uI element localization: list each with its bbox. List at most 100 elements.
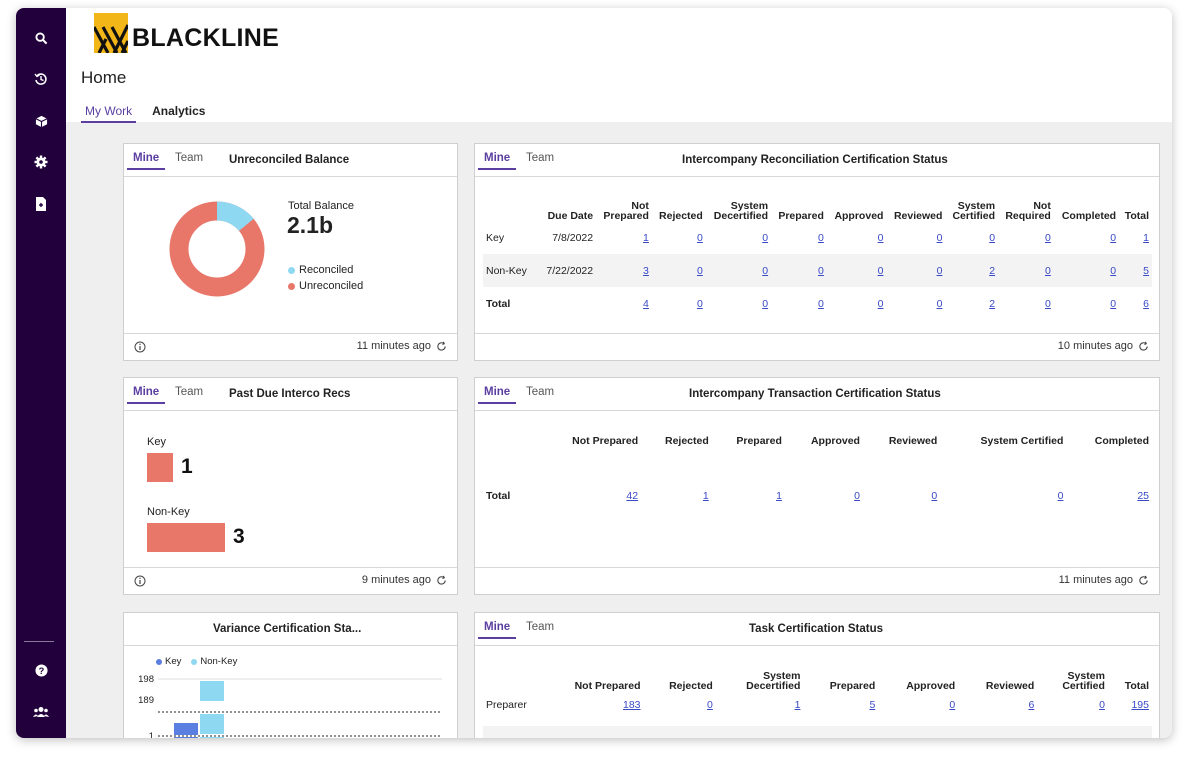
search-icon[interactable] xyxy=(31,28,51,48)
count-link[interactable]: 0 xyxy=(877,297,884,310)
count-link[interactable]: 0 xyxy=(696,231,703,244)
team-tab[interactable]: Team xyxy=(526,152,555,164)
past-due-card: Mine Team Past Due Interco Recs Key 1 No… xyxy=(123,377,458,595)
count-link[interactable]: 0 xyxy=(1044,264,1051,277)
table-cell: 1 xyxy=(712,446,785,546)
count-link[interactable]: 1 xyxy=(776,490,782,502)
column-header: Not Required xyxy=(1005,200,1051,222)
count-link[interactable]: 1 xyxy=(702,490,709,502)
table-cell: 0 xyxy=(652,287,706,320)
count-link[interactable]: 6 xyxy=(1028,699,1035,711)
count-link[interactable]: 0 xyxy=(949,699,956,711)
count-link[interactable]: 0 xyxy=(877,264,884,277)
donut-reconciled-slice[interactable] xyxy=(169,201,265,297)
count-link[interactable]: 0 xyxy=(1044,297,1051,310)
column-header: Total xyxy=(1124,210,1149,222)
bar-key[interactable] xyxy=(174,737,198,738)
count-link[interactable]: 25 xyxy=(1137,490,1149,502)
team-tab[interactable]: Team xyxy=(175,152,204,164)
bar-non-key[interactable] xyxy=(200,681,224,701)
count-link[interactable]: 0 xyxy=(936,231,943,244)
refresh-icon[interactable] xyxy=(1138,341,1149,352)
variance-chart: 198 189 1 xyxy=(138,674,442,738)
count-link[interactable]: 0 xyxy=(818,264,824,277)
bar-key[interactable] xyxy=(147,453,173,482)
gear-icon[interactable] xyxy=(31,152,51,172)
count-link[interactable]: 0 xyxy=(936,264,943,277)
history-icon[interactable] xyxy=(31,69,51,89)
cube-icon[interactable] xyxy=(31,111,51,131)
document-icon[interactable] xyxy=(31,194,51,214)
card-header: Mine Team Past Due Interco Recs xyxy=(124,378,457,411)
mine-tab[interactable]: Mine xyxy=(127,152,166,170)
count-link[interactable]: 0 xyxy=(762,297,769,310)
count-link[interactable]: 0 xyxy=(762,264,769,277)
count-link[interactable]: 0 xyxy=(931,490,938,502)
team-tab[interactable]: Team xyxy=(526,621,555,633)
count-link[interactable]: 0 xyxy=(1099,699,1105,711)
column-header: Approved xyxy=(906,680,956,692)
bar-non-key[interactable] xyxy=(200,714,224,734)
count-link[interactable]: 3 xyxy=(643,264,649,277)
count-link[interactable]: 0 xyxy=(936,297,943,310)
tab-analytics[interactable]: Analytics xyxy=(152,104,206,118)
count-link[interactable]: 4 xyxy=(643,297,649,310)
count-link[interactable]: 42 xyxy=(626,490,639,502)
info-icon[interactable] xyxy=(134,341,146,353)
help-icon[interactable]: ? xyxy=(31,660,51,680)
legend-label: Unreconciled xyxy=(299,280,364,292)
team-tab[interactable]: Team xyxy=(526,386,555,398)
count-link[interactable]: 0 xyxy=(1110,231,1117,244)
count-link[interactable]: 5 xyxy=(1143,264,1149,277)
column-header: System Decertified xyxy=(713,200,769,222)
team-tab[interactable]: Team xyxy=(175,386,204,398)
blackline-logo-mark xyxy=(94,12,128,53)
count-link[interactable]: 0 xyxy=(818,231,824,244)
refresh-icon[interactable] xyxy=(1138,575,1149,586)
count-link[interactable]: 0 xyxy=(854,490,860,502)
mine-tab[interactable]: Mine xyxy=(478,621,517,639)
count-link[interactable]: 0 xyxy=(696,264,703,277)
count-link[interactable]: 0 xyxy=(762,231,769,244)
table-cell: 25 xyxy=(1066,446,1152,546)
count-link[interactable]: 0 xyxy=(818,297,824,310)
mine-tab[interactable]: Mine xyxy=(478,152,517,170)
column-header: Not Prepared xyxy=(574,680,641,692)
count-link[interactable]: 0 xyxy=(1110,297,1117,310)
info-icon[interactable] xyxy=(134,575,146,587)
count-link[interactable]: 0 xyxy=(1044,231,1051,244)
count-link[interactable]: 0 xyxy=(696,297,703,310)
logo-text: BLACKLINE xyxy=(132,24,280,52)
count-link[interactable]: 2 xyxy=(989,297,996,310)
column-header: System Certified xyxy=(952,200,996,222)
refresh-icon[interactable] xyxy=(436,341,447,352)
tab-my-work[interactable]: My Work xyxy=(81,104,137,123)
count-link[interactable]: 0 xyxy=(877,231,884,244)
count-link[interactable]: 2 xyxy=(989,264,996,277)
count-link[interactable]: 0 xyxy=(1057,490,1064,502)
table-cell: 0 xyxy=(827,221,887,254)
mine-tab[interactable]: Mine xyxy=(127,386,166,404)
count-link[interactable]: 6 xyxy=(1143,297,1149,310)
bar-non-key[interactable] xyxy=(200,737,224,738)
count-link[interactable]: 1 xyxy=(794,699,801,711)
users-icon[interactable] xyxy=(31,702,51,722)
row-label: Total xyxy=(486,297,511,310)
count-link[interactable]: 5 xyxy=(869,699,876,711)
count-link[interactable]: 1 xyxy=(643,231,649,244)
count-link[interactable]: 0 xyxy=(989,231,996,244)
count-link[interactable]: 183 xyxy=(622,699,641,711)
table-cell: 0 xyxy=(826,254,887,287)
mine-tab[interactable]: Mine xyxy=(478,386,517,404)
count-link[interactable]: 1 xyxy=(1143,231,1149,244)
table-cell: 1 xyxy=(1119,221,1152,254)
count-link[interactable]: 0 xyxy=(707,699,713,711)
bar-non-key[interactable] xyxy=(147,523,225,552)
count-link[interactable]: 195 xyxy=(1131,699,1149,711)
column-header xyxy=(483,667,539,691)
count-link[interactable]: 0 xyxy=(1110,264,1117,277)
refresh-icon[interactable] xyxy=(436,575,447,586)
column-header: Approved xyxy=(834,210,884,222)
bar-key[interactable] xyxy=(174,723,198,735)
column-header: Approved xyxy=(810,435,860,447)
